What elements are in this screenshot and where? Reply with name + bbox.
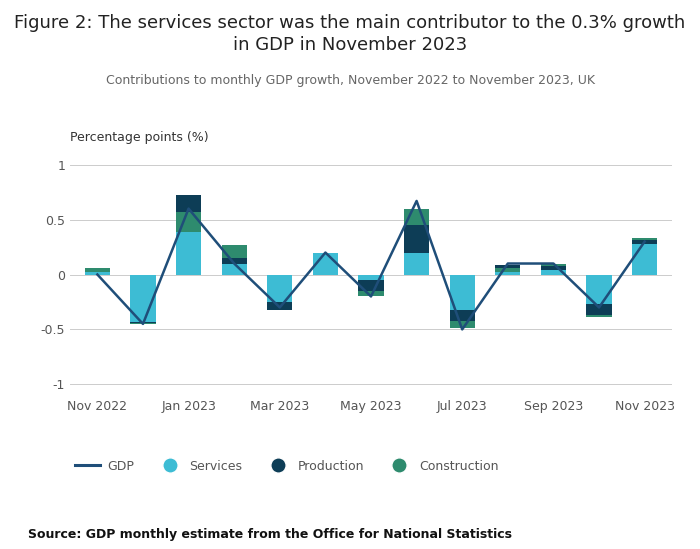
Bar <box>496 265 520 272</box>
Text: Contributions to monthly GDP growth, November 2022 to November 2023, UK: Contributions to monthly GDP growth, Nov… <box>106 74 594 87</box>
Bar <box>541 266 566 270</box>
Bar <box>222 258 246 264</box>
Legend: GDP, Services, Production, Construction: GDP, Services, Production, Construction <box>70 455 503 478</box>
Bar <box>632 238 657 240</box>
Bar <box>222 264 246 274</box>
Text: Source: GDP monthly estimate from the Office for National Statistics: Source: GDP monthly estimate from the Of… <box>28 528 512 541</box>
Bar <box>587 304 612 315</box>
Bar <box>541 270 566 274</box>
Bar <box>130 323 155 324</box>
Bar <box>176 195 201 274</box>
Bar <box>176 212 201 232</box>
Bar <box>358 274 384 280</box>
Bar <box>496 268 520 272</box>
Text: Figure 2: The services sector was the main contributor to the 0.3% growth
in GDP: Figure 2: The services sector was the ma… <box>15 14 685 54</box>
Bar <box>587 315 612 317</box>
Bar <box>267 302 293 310</box>
Bar <box>358 291 384 296</box>
Bar <box>130 274 155 322</box>
Bar <box>85 268 110 272</box>
Bar <box>358 280 384 291</box>
Bar <box>130 322 155 324</box>
Bar <box>449 310 475 321</box>
Bar <box>404 225 429 253</box>
Bar <box>176 195 201 212</box>
Text: Percentage points (%): Percentage points (%) <box>70 131 209 144</box>
Bar <box>404 209 429 225</box>
Bar <box>222 245 246 258</box>
Bar <box>632 240 657 244</box>
Bar <box>541 264 566 266</box>
Bar <box>313 253 338 274</box>
Bar <box>496 265 520 274</box>
Bar <box>449 274 475 310</box>
Bar <box>632 244 657 274</box>
Bar <box>267 274 293 310</box>
Bar <box>587 274 612 304</box>
Bar <box>449 321 475 328</box>
Bar <box>404 253 429 274</box>
Bar <box>85 272 110 274</box>
